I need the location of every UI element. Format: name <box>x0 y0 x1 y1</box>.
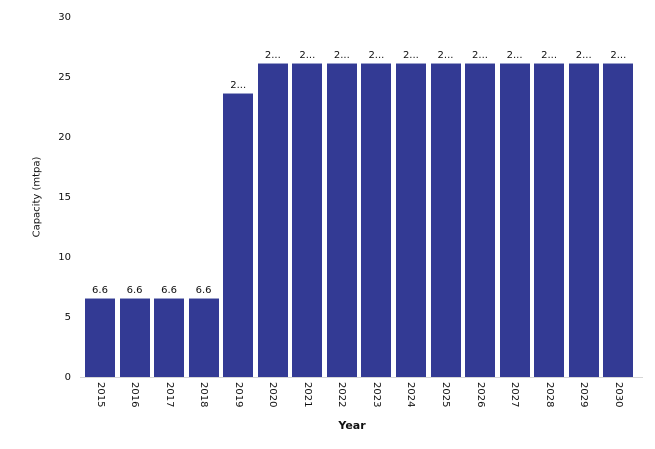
x-tick-label: 2018 <box>198 382 210 408</box>
x-tick-label: 2016 <box>129 382 141 408</box>
x-tick-label: 2015 <box>94 382 106 408</box>
bar-2023 <box>361 62 392 377</box>
bar-2021 <box>292 62 323 377</box>
bar-value-label: 2... <box>230 79 247 91</box>
x-tick-label: 2017 <box>163 382 175 408</box>
bar-value-label: 2... <box>437 49 454 61</box>
bar-value-label: 2... <box>575 49 592 61</box>
bar-value-label: 2... <box>402 49 419 61</box>
x-tick-label: 2028 <box>543 382 555 408</box>
bar-value-label: 6.6 <box>126 284 143 296</box>
x-tick-label: 2026 <box>474 382 486 408</box>
y-tick-label: 15 <box>58 192 71 203</box>
x-tick-label: 2022 <box>336 382 348 408</box>
bar-2030 <box>603 62 634 377</box>
bar-value-label: 2... <box>610 49 627 61</box>
bar-2026 <box>465 62 495 377</box>
x-tick-label: 2019 <box>232 382 244 408</box>
x-tick-label: 2024 <box>405 382 417 408</box>
y-tick-label: 0 <box>64 372 71 383</box>
y-tick-label: 25 <box>58 72 71 83</box>
bar-value-label: 6.6 <box>92 284 108 296</box>
bar-value-label: 6.6 <box>195 284 212 296</box>
bar-2019 <box>223 92 254 377</box>
bar-value-label: 2... <box>506 49 523 61</box>
bar-2018 <box>188 297 219 377</box>
x-tick-label: 2025 <box>440 382 451 408</box>
x-tick-label: 2021 <box>301 382 313 408</box>
bar-value-label: 2... <box>472 49 488 61</box>
x-tick-label: 2020 <box>267 382 279 408</box>
bar-value-label: 2... <box>368 49 385 61</box>
bar-value-label: 2... <box>333 49 350 61</box>
bar-2015 <box>85 297 115 377</box>
y-tick-label: 5 <box>64 312 71 323</box>
bar-2024 <box>395 62 426 377</box>
bar-2022 <box>326 62 357 377</box>
x-tick-label: 2023 <box>370 382 382 408</box>
bar-2020 <box>257 62 288 377</box>
x-tick-label: 2029 <box>578 382 590 408</box>
y-tick-label: 10 <box>58 252 71 263</box>
y-tick-label: 30 <box>58 12 71 23</box>
bar-2028 <box>534 62 565 377</box>
x-tick-label: 2030 <box>612 382 624 408</box>
y-tick-label: 20 <box>58 132 71 143</box>
bar-2025 <box>430 62 461 377</box>
bar-2017 <box>154 297 185 377</box>
bar-value-label: 6.6 <box>161 284 178 296</box>
x-tick-label: 2027 <box>509 382 521 408</box>
bar-2016 <box>119 297 150 377</box>
x-axis-title: Year <box>338 419 366 432</box>
bar-value-label: 2... <box>264 49 281 61</box>
bar-2029 <box>568 62 599 377</box>
x-axis-line <box>80 377 643 378</box>
bar-value-label: 2... <box>541 49 558 61</box>
bar-value-label: 2... <box>299 49 316 61</box>
bar-2027 <box>499 62 530 377</box>
